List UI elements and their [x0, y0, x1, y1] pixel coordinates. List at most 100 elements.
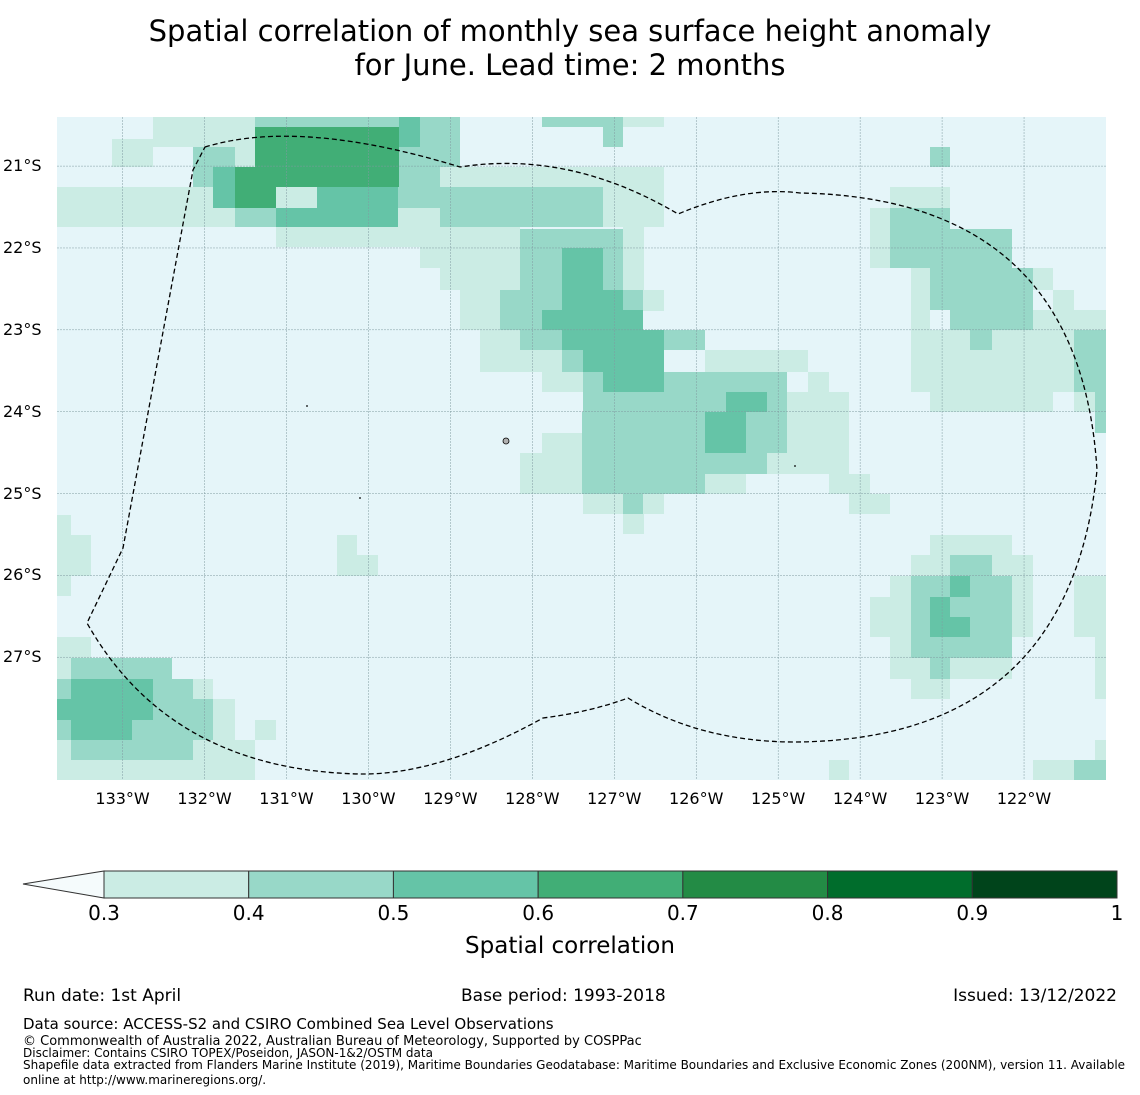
correlation-cell: [213, 167, 235, 208]
shapefile-source: Shapefile data extracted from Flanders M…: [23, 1058, 1126, 1072]
longitude-label: 129°W: [423, 789, 478, 808]
correlation-cell: [213, 699, 235, 740]
colorbar-bin: [537, 870, 684, 899]
correlation-cell: [890, 208, 950, 268]
correlation-cell: [829, 760, 849, 780]
longitude-label: 133°W: [95, 789, 150, 808]
correlation-cell: [970, 117, 1106, 147]
colorbar-bin: [827, 870, 973, 899]
correlation-cell: [1033, 760, 1074, 780]
longitude-label: 122°W: [996, 789, 1052, 808]
correlation-cell: [950, 617, 970, 637]
correlation-cell: [930, 535, 1012, 555]
correlation-cell: [500, 350, 582, 372]
island-ducie: [502, 437, 510, 445]
data-source: Data source: ACCESS-S2 and CSIRO Combine…: [23, 1015, 554, 1033]
correlation-cell: [950, 555, 992, 576]
correlation-cell: [603, 247, 623, 270]
correlation-cell: [1095, 740, 1106, 760]
correlation-cell: [911, 679, 950, 699]
correlation-cell: [520, 330, 562, 350]
correlation-cell: [112, 167, 153, 187]
correlation-cell: [950, 576, 970, 597]
correlation-cell: [71, 740, 193, 760]
correlation-cell: [950, 310, 1033, 330]
correlation-cell: [870, 117, 930, 147]
correlation-cell: [603, 290, 623, 310]
copyright: © Commonwealth of Australia 2022, Austra…: [23, 1034, 642, 1049]
longitude-label: 127°W: [587, 789, 642, 808]
colorbar-extend-arrow: [22, 870, 105, 899]
correlation-cell: [583, 350, 664, 372]
correlation-cell: [399, 117, 420, 147]
graticule: [57, 117, 1106, 780]
colorbar-tick-label: 1: [1110, 901, 1124, 925]
colorbar-bins: [103, 870, 1118, 899]
colorbar-tick-label: 0.9: [956, 901, 989, 925]
correlation-cell: [787, 392, 849, 453]
correlation-cell: [235, 167, 276, 208]
correlation-cell: [1095, 637, 1106, 699]
correlation-cell: [664, 453, 767, 474]
correlation-cell: [829, 474, 870, 494]
correlation-cell: [1074, 760, 1106, 780]
map-title: Spatial correlation of monthly sea surfa…: [0, 14, 1140, 82]
correlation-cell: [705, 350, 808, 372]
longitude-label: 130°W: [341, 789, 396, 808]
correlation-cell: [276, 227, 420, 247]
correlation-cell: [1053, 290, 1074, 310]
longitude-label: 124°W: [832, 789, 888, 808]
correlation-cell: [643, 290, 664, 311]
correlation-cell: [1074, 576, 1106, 637]
correlation-cell: [460, 117, 542, 127]
title-line-2: for June. Lead time: 2 months: [354, 48, 786, 82]
colorbar-label: Spatial correlation: [465, 933, 675, 959]
correlation-cell: [930, 597, 950, 637]
colorbar-bin: [682, 870, 829, 899]
correlation-cell: [623, 290, 643, 311]
correlation-cell: [276, 208, 317, 227]
correlation-cell: [112, 117, 153, 139]
correlation-cell: [71, 658, 172, 679]
correlation-cell: [153, 147, 193, 187]
correlation-cell: [71, 720, 132, 740]
correlation-cell: [542, 310, 643, 330]
correlation-cell: [911, 330, 1106, 392]
correlation-cell: [930, 658, 950, 679]
latitude-label: 25°S: [3, 483, 42, 503]
colorbar-tick-label: 0.7: [666, 901, 699, 925]
correlation-cell: [57, 699, 153, 720]
eez-boundary-west: [86, 135, 1098, 775]
longitude-label: 125°W: [751, 789, 806, 808]
longitude-label: 128°W: [505, 789, 560, 808]
issued-date: Issued: 13/12/2022: [953, 986, 1117, 1006]
correlation-cell: [1095, 392, 1106, 433]
latitude-label: 21°S: [3, 156, 42, 176]
latitude-label: 23°S: [3, 319, 42, 339]
correlation-cell: [440, 187, 603, 227]
colorbar-tick-label: 0.5: [377, 901, 410, 925]
correlation-cell: [603, 372, 664, 392]
correlation-cell: [542, 117, 623, 127]
correlation-cell: [398, 147, 440, 208]
latitude-label: 27°S: [3, 647, 42, 667]
latitude-label: 22°S: [3, 237, 42, 257]
correlation-cell: [193, 679, 213, 699]
correlation-cell: [255, 720, 276, 740]
correlation-cell: [746, 453, 849, 474]
island-pitcairn: [359, 497, 361, 499]
base-period: Base period: 1993-2018: [461, 986, 666, 1006]
colorbar-tick-label: 0.3: [88, 901, 120, 925]
colorbar: [22, 870, 1118, 899]
colorbar-tick-label: 0.4: [232, 901, 265, 925]
correlation-cell: [562, 330, 664, 350]
latitude-label: 24°S: [3, 401, 42, 421]
correlation-cell: [930, 392, 1053, 412]
latitude-label: 26°S: [3, 565, 42, 585]
colorbar-tick-label: 0.6: [522, 901, 555, 925]
title-line-1: Spatial correlation of monthly sea surfa…: [148, 14, 992, 48]
correlation-cell: [57, 515, 71, 596]
longitude-label: 131°W: [259, 789, 314, 808]
colorbar-bin: [392, 870, 539, 899]
correlation-cell: [57, 147, 112, 187]
